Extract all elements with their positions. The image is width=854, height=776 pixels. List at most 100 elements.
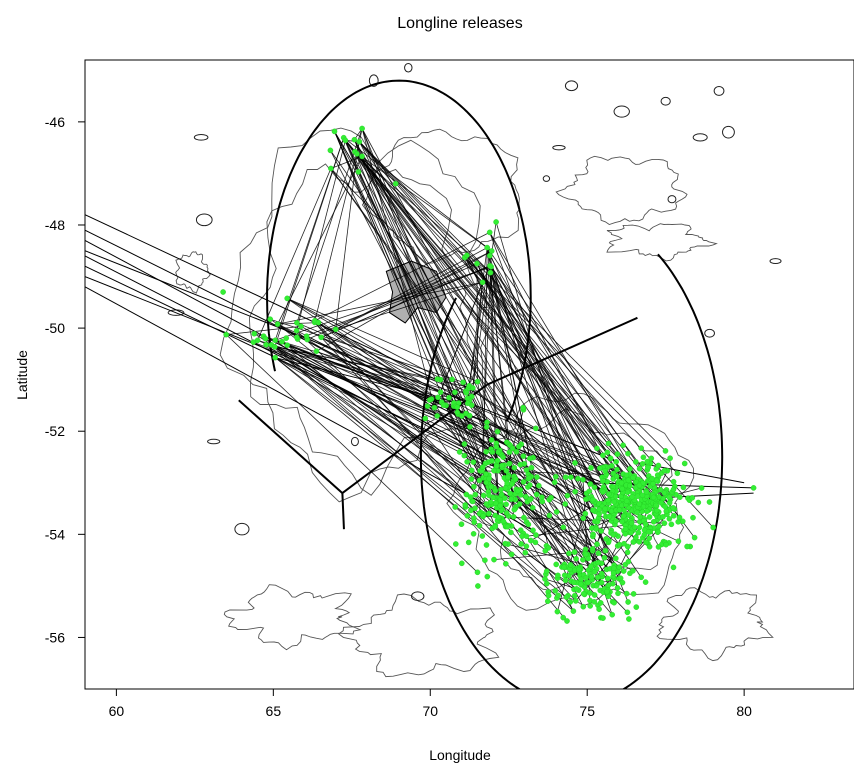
track-line [321, 336, 642, 482]
release-point [434, 413, 441, 419]
release-point [293, 334, 300, 341]
release-point [580, 557, 586, 563]
release-point [645, 529, 652, 535]
release-point [680, 518, 686, 525]
release-point [486, 492, 492, 499]
release-point [625, 450, 631, 457]
release-point [636, 524, 643, 531]
release-point [508, 551, 515, 558]
release-point [589, 546, 596, 552]
release-point [492, 487, 499, 494]
release-point [332, 326, 339, 333]
release-point [609, 611, 616, 618]
release-point [633, 459, 639, 465]
release-point [567, 562, 574, 568]
track-line [343, 137, 489, 487]
track-line [225, 334, 478, 573]
release-point [623, 498, 630, 505]
release-point [602, 506, 608, 512]
release-point [495, 514, 502, 521]
release-point [471, 519, 478, 525]
release-point [456, 449, 463, 455]
release-point [502, 561, 509, 567]
release-point [464, 400, 471, 407]
release-point [562, 577, 569, 584]
release-point [561, 572, 568, 579]
release-point [491, 467, 497, 474]
release-point [710, 524, 717, 531]
release-point [452, 541, 459, 547]
release-point [564, 618, 570, 624]
release-point [498, 507, 505, 514]
release-point [628, 529, 634, 536]
release-point [596, 506, 603, 513]
release-point [691, 534, 698, 541]
release-point [614, 451, 621, 457]
release-point [516, 501, 523, 507]
release-point [479, 464, 486, 470]
seamount-contour [769, 258, 782, 265]
release-point [605, 575, 611, 582]
release-point [546, 512, 553, 519]
track-line [343, 137, 608, 502]
release-point [601, 555, 608, 561]
release-point [522, 549, 529, 556]
track-line [476, 263, 613, 519]
seamount-contour [692, 133, 708, 142]
release-point [616, 541, 623, 548]
release-point [600, 615, 606, 621]
release-point [476, 522, 483, 529]
release-point [630, 539, 637, 545]
track-line [330, 150, 597, 530]
release-point [625, 512, 632, 518]
release-point [619, 518, 625, 525]
track-line [440, 391, 493, 504]
track-line [265, 338, 475, 519]
x-tick-label: 75 [579, 703, 595, 719]
release-point [523, 467, 530, 473]
release-point [555, 572, 561, 579]
seamount-contour [660, 96, 671, 106]
release-point [479, 279, 486, 286]
release-point [318, 334, 325, 341]
release-point [595, 574, 601, 581]
release-point [690, 514, 696, 521]
release-point [662, 448, 669, 454]
release-point [636, 465, 643, 472]
x-axis-label: Longitude [429, 747, 491, 763]
track-line [489, 265, 629, 603]
release-point [614, 473, 620, 480]
release-point [583, 574, 589, 581]
release-point [483, 501, 490, 507]
release-point [449, 376, 455, 383]
release-point [642, 521, 649, 528]
track-line [354, 139, 587, 583]
release-point [633, 604, 640, 610]
release-point [493, 444, 500, 450]
release-point [657, 486, 664, 493]
release-point [571, 549, 578, 555]
y-tick-label: -56 [45, 629, 65, 645]
release-point [562, 474, 569, 481]
track-line [274, 339, 581, 570]
release-points [220, 125, 757, 624]
track-line [354, 151, 492, 252]
track-line [270, 318, 464, 383]
release-point [671, 513, 677, 519]
release-point [499, 462, 505, 469]
release-point [313, 348, 320, 355]
release-point [544, 580, 550, 587]
track-line [468, 255, 491, 386]
release-point [662, 503, 669, 510]
release-point [591, 592, 598, 598]
release-point [636, 539, 643, 545]
release-point [474, 378, 481, 385]
release-point [670, 486, 677, 493]
release-point [667, 455, 673, 462]
track-line [335, 281, 483, 330]
release-point [588, 573, 595, 580]
release-point [520, 404, 527, 411]
release-point [610, 531, 617, 538]
release-point [511, 464, 518, 471]
